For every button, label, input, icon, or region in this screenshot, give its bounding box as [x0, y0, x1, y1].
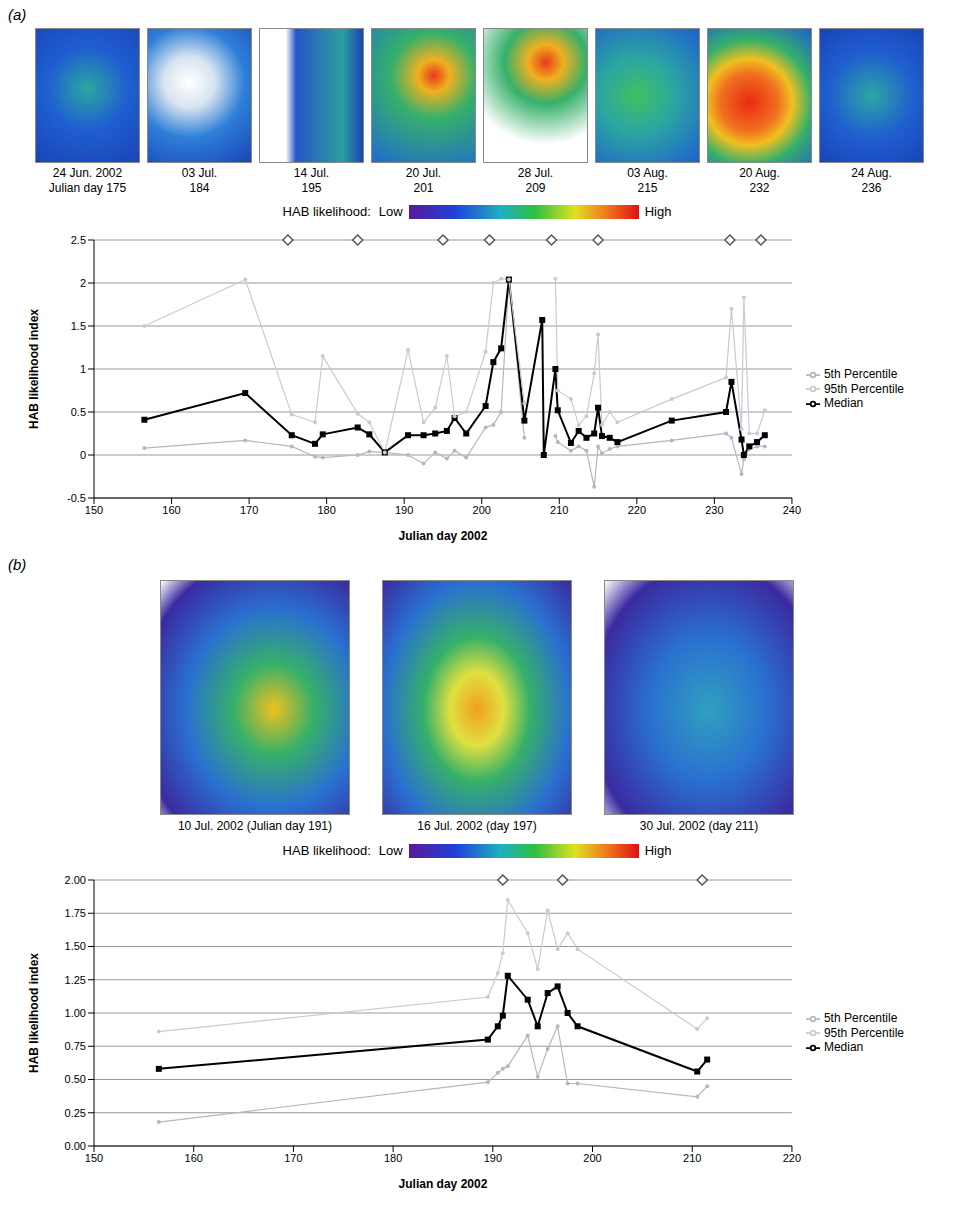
- html-text:10 Jul. 2002 (Julian day 191): 10 Jul. 2002 (Julian day 191): [177, 819, 332, 833]
- html-text:236: 236: [861, 181, 882, 195]
- svg-text:0.5: 0.5: [71, 406, 86, 418]
- html-text:(a): (a): [8, 6, 27, 23]
- svg-text:200: 200: [583, 1152, 601, 1164]
- svg-text:0: 0: [80, 449, 86, 461]
- svg-text:HAB likelihood index: HAB likelihood index: [27, 309, 41, 429]
- html-text:95th Percentile: 95th Percentile: [823, 1025, 904, 1040]
- html-text:201: 201: [413, 181, 434, 195]
- html-text:20 Aug.: 20 Aug.: [739, 166, 780, 180]
- svg-text:0.75: 0.75: [65, 1040, 86, 1052]
- html-text:03 Aug.: 03 Aug.: [627, 166, 668, 180]
- svg-text:200: 200: [473, 504, 491, 516]
- svg-text:1: 1: [80, 363, 86, 375]
- html-text:03 Jul.: 03 Jul.: [181, 166, 218, 180]
- html-text:Low: Low: [378, 843, 403, 858]
- svg-text:160: 160: [185, 1152, 203, 1164]
- html-text:24 Aug.: 24 Aug.: [851, 166, 892, 180]
- html-text:Low: Low: [378, 204, 403, 219]
- svg-text:220: 220: [628, 504, 646, 516]
- html-text:16 Jul. 2002 (day 197): 16 Jul. 2002 (day 197): [417, 819, 537, 833]
- svg-text:0.50: 0.50: [65, 1073, 86, 1085]
- svg-text:HAB likelihood index: HAB likelihood index: [27, 953, 41, 1073]
- svg-text:190: 190: [484, 1152, 502, 1164]
- svg-text:Julian day 2002: Julian day 2002: [399, 1177, 488, 1191]
- svg-text:180: 180: [384, 1152, 402, 1164]
- html-text:209: 209: [525, 181, 546, 195]
- svg-text:210: 210: [550, 504, 568, 516]
- svg-text:2: 2: [80, 277, 86, 289]
- svg-text:1.00: 1.00: [65, 1007, 86, 1019]
- html-text:5th Percentile: 5th Percentile: [823, 366, 898, 381]
- svg-text:230: 230: [705, 504, 723, 516]
- svg-text:180: 180: [317, 504, 335, 516]
- svg-text:1.5: 1.5: [71, 320, 86, 332]
- html-text:184: 184: [189, 181, 210, 195]
- html-text:HAB likelihood:: HAB likelihood:: [282, 843, 371, 858]
- html-text:Julian day 175: Julian day 175: [48, 181, 127, 195]
- html-text:215: 215: [637, 181, 658, 195]
- svg-text:160: 160: [162, 504, 180, 516]
- svg-text:240: 240: [783, 504, 801, 516]
- svg-text:0.00: 0.00: [65, 1140, 86, 1152]
- svg-text:170: 170: [284, 1152, 302, 1164]
- svg-text:220: 220: [783, 1152, 801, 1164]
- html-text:195: 195: [301, 181, 322, 195]
- svg-text:190: 190: [395, 504, 413, 516]
- html-text:High: High: [644, 204, 672, 219]
- svg-text:-0.5: -0.5: [67, 492, 86, 504]
- svg-text:2.00: 2.00: [65, 874, 86, 886]
- svg-text:170: 170: [240, 504, 258, 516]
- html-text:(b): (b): [8, 556, 27, 573]
- svg-text:150: 150: [85, 504, 103, 516]
- html-text:5th Percentile: 5th Percentile: [823, 1010, 898, 1025]
- html-text:30 Jul. 2002 (day 211): 30 Jul. 2002 (day 211): [639, 819, 759, 833]
- html-text:14 Jul.: 14 Jul.: [293, 166, 330, 180]
- svg-text:Julian day 2002: Julian day 2002: [399, 529, 488, 543]
- svg-text:210: 210: [683, 1152, 701, 1164]
- html-text:Median: Median: [823, 1040, 864, 1055]
- svg-text:1.50: 1.50: [65, 940, 86, 952]
- html-text:95th Percentile: 95th Percentile: [823, 381, 904, 396]
- html-text:High: High: [644, 843, 672, 858]
- svg-text:1.75: 1.75: [65, 907, 86, 919]
- html-text:20 Jul.: 20 Jul.: [405, 166, 442, 180]
- svg-text:2.5: 2.5: [71, 234, 86, 246]
- svg-text:1.25: 1.25: [65, 974, 86, 986]
- html-text:24 Jun. 2002: 24 Jun. 2002: [52, 166, 123, 180]
- html-text:Median: Median: [823, 396, 864, 411]
- svg-text:150: 150: [85, 1152, 103, 1164]
- html-text:HAB likelihood:: HAB likelihood:: [282, 204, 371, 219]
- html-text:232: 232: [749, 181, 770, 195]
- svg-text:0.25: 0.25: [65, 1107, 86, 1119]
- html-text:28 Jul.: 28 Jul.: [517, 166, 554, 180]
